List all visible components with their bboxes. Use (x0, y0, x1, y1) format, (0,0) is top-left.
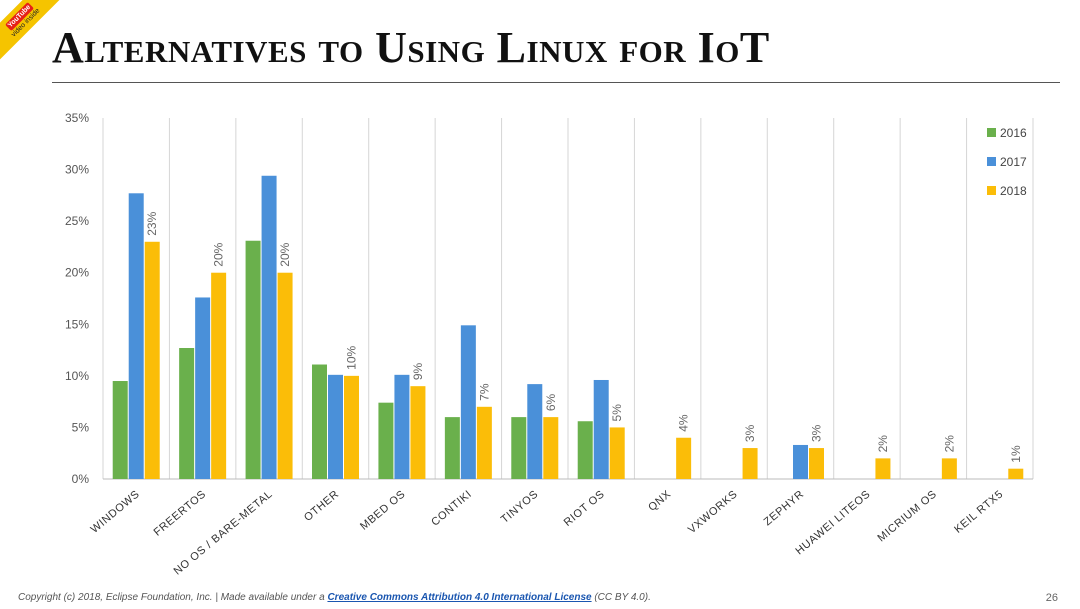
footer-suffix: (CC BY 4.0). (591, 592, 651, 603)
license-link[interactable]: Creative Commons Attribution 4.0 Interna… (327, 592, 592, 603)
category-label: ZEPHYR (762, 488, 807, 528)
bar-2016 (179, 348, 195, 479)
category-label: MBED OS (358, 488, 408, 533)
category-label: QNX (646, 488, 673, 514)
category-label: FREERTOS (152, 488, 209, 539)
data-label: 23% (145, 211, 159, 235)
category-label: WINDOWS (89, 488, 143, 536)
y-tick-label: 0% (72, 472, 90, 486)
slide-title: Alternatives to Using Linux for IoT (52, 23, 770, 72)
bar-2017 (793, 444, 808, 479)
legend-swatch (987, 186, 996, 195)
bar-2016 (112, 381, 128, 479)
category-label: MICRIUM OS (875, 488, 939, 544)
bar-2016 (511, 417, 527, 479)
legend-label: 2018 (1000, 184, 1027, 198)
data-label: 20% (278, 242, 292, 266)
data-label: 5% (610, 404, 624, 422)
category-label: RIOT OS (562, 488, 607, 529)
bar-2017 (460, 325, 476, 479)
data-label: 10% (345, 346, 359, 370)
data-label: 20% (212, 242, 226, 266)
bar-2018 (809, 448, 824, 479)
data-label: 1% (1009, 445, 1023, 463)
bar-2017 (261, 175, 277, 479)
bar-2018 (277, 272, 293, 479)
footer-copyright: Copyright (c) 2018, Eclipse Foundation, … (18, 592, 328, 603)
data-label: 4% (677, 414, 691, 432)
y-tick-label: 35% (65, 111, 89, 125)
legend-swatch (987, 157, 996, 166)
data-label: 3% (810, 424, 824, 442)
bar-2017 (394, 374, 410, 479)
y-tick-label: 20% (65, 266, 89, 280)
legend-label: 2017 (1000, 155, 1027, 169)
bar-2018 (410, 386, 426, 479)
bar-2018 (1008, 468, 1024, 479)
data-label: 7% (477, 383, 491, 401)
bar-2018 (344, 375, 359, 479)
category-label: KEIL RTX5 (952, 488, 1006, 536)
category-label: TINYOS (499, 488, 541, 526)
page-number: 26 (1045, 592, 1058, 604)
bar-2017 (527, 384, 543, 479)
y-tick-label: 5% (72, 420, 90, 434)
data-label: 2% (942, 435, 956, 453)
data-label: 9% (411, 362, 425, 380)
y-tick-label: 10% (65, 369, 89, 383)
legend-label: 2016 (1000, 126, 1027, 140)
bar-2018 (543, 417, 559, 479)
data-label: 6% (544, 393, 558, 411)
category-label: CONTIKI (429, 488, 474, 529)
category-label: HUAWEI LITEOS (793, 488, 872, 557)
data-label: 3% (743, 424, 757, 442)
bar-2018 (211, 272, 227, 479)
y-tick-label: 15% (65, 317, 89, 331)
bar-2018 (941, 458, 957, 479)
y-tick-label: 30% (65, 163, 89, 177)
bar-2016 (312, 364, 327, 479)
bar-2016 (444, 417, 460, 479)
footer: Copyright (c) 2018, Eclipse Foundation, … (18, 592, 651, 603)
bar-2017 (328, 374, 343, 479)
category-label: VXWORKS (686, 488, 740, 536)
bar-2017 (128, 193, 144, 479)
bar-2018 (144, 241, 160, 479)
category-label: OTHER (302, 488, 342, 524)
bar-2018 (742, 448, 758, 479)
bar-2016 (378, 402, 394, 479)
bar-2018 (476, 406, 492, 479)
title-divider (52, 82, 1060, 83)
bar-2018 (676, 437, 692, 479)
legend-swatch (987, 128, 996, 137)
bar-2018 (609, 427, 625, 479)
bar-2017 (195, 297, 211, 479)
data-label: 2% (876, 435, 890, 453)
bar-2017 (593, 379, 609, 479)
bar-chart: 0% 5% 10% 15% 20% 25% 30% 35% 23% WINDOWS 20% FREER… (65, 111, 1034, 578)
bar-2018 (875, 458, 891, 479)
bar-2016 (245, 240, 261, 479)
bar-2016 (577, 421, 593, 479)
y-tick-label: 25% (65, 214, 89, 228)
